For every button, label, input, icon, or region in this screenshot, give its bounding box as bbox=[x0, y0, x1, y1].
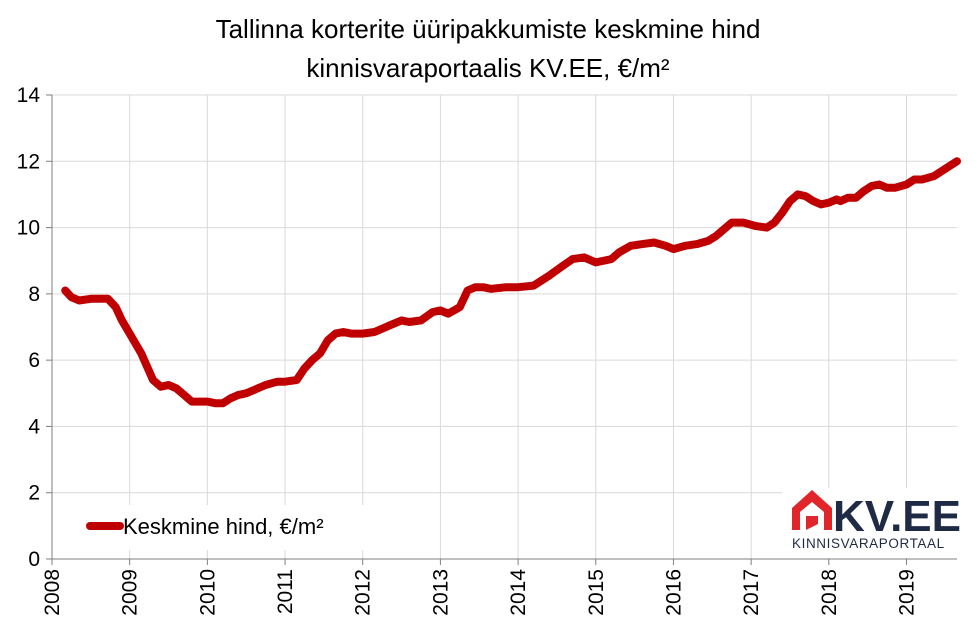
logo-brand: KV.EE bbox=[833, 492, 961, 541]
x-tick-labels: 2008 2009 2010 2011 2012 2013 2014 2015 2016 2017… bbox=[41, 569, 919, 616]
x-tick-label: 2019 bbox=[896, 569, 919, 616]
x-tick-label: 2011 bbox=[274, 569, 297, 614]
y-tick-labels: 0 2 4 6 8 10 12 14 bbox=[17, 84, 41, 571]
y-tick-label: 12 bbox=[17, 150, 40, 173]
x-tick-label: 2017 bbox=[740, 569, 763, 616]
x-tick-label: 2016 bbox=[662, 569, 685, 616]
y-tick-label: 2 bbox=[28, 482, 40, 505]
axes bbox=[46, 94, 957, 565]
legend: Keskmine hind, €/m² bbox=[72, 505, 372, 550]
y-tick-label: 14 bbox=[17, 84, 41, 107]
y-tick-label: 6 bbox=[28, 349, 40, 372]
x-tick-label: 2013 bbox=[429, 569, 452, 616]
chart-title-line1: Tallinna korterite üüripakkumiste keskmi… bbox=[216, 14, 761, 44]
y-tick-label: 4 bbox=[28, 415, 40, 438]
series bbox=[61, 157, 961, 408]
y-tick-label: 10 bbox=[17, 217, 40, 240]
house-icon bbox=[792, 490, 832, 530]
y-tick-label: 8 bbox=[28, 283, 40, 306]
gridlines bbox=[52, 94, 957, 559]
chart-title-line2: kinnisvaraportaalis KV.EE, €/m² bbox=[306, 53, 670, 83]
x-tick-label: 2014 bbox=[507, 569, 530, 616]
x-tick-label: 2015 bbox=[585, 569, 608, 616]
x-tick-label: 2008 bbox=[41, 569, 64, 616]
y-tick-label: 0 bbox=[28, 548, 40, 571]
x-tick-label: 2018 bbox=[818, 569, 841, 616]
kv-ee-logo: KV.EE KINNISVARAPORTAAL bbox=[782, 488, 961, 558]
x-tick-label: 2012 bbox=[352, 569, 375, 616]
legend-label: Keskmine hind, €/m² bbox=[123, 514, 324, 539]
x-tick-label: 2009 bbox=[119, 569, 142, 616]
x-tick-label: 2010 bbox=[196, 569, 219, 616]
series-line-0 bbox=[61, 157, 961, 408]
logo-tagline: KINNISVARAPORTAAL bbox=[792, 536, 945, 551]
